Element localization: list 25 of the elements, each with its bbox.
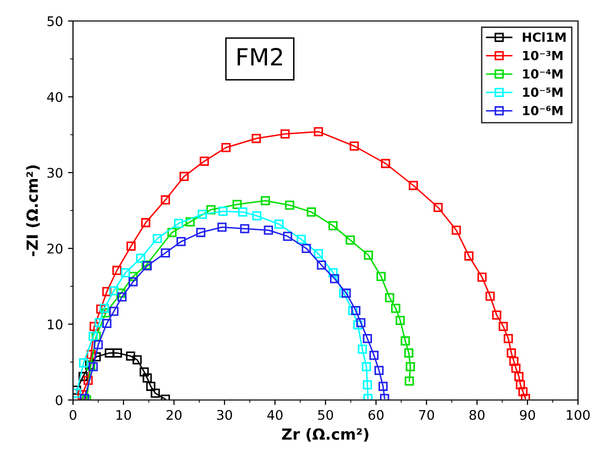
legend-label: 10⁻⁵M [523,88,562,97]
x-tick-label: 90 [520,410,536,420]
y-tick-label: 10 [48,319,62,330]
x-tick-label: 30 [217,410,232,420]
x-axis-title: Zr (Ω.cm²) [282,428,368,442]
x-tick-label: 80 [470,410,485,420]
y-tick-label: 50 [48,16,62,26]
y-tick-label: 0 [56,395,62,406]
x-tick-label: 10 [116,410,132,420]
x-tick-label: 70 [419,410,434,420]
text: FM2 [238,48,282,66]
y-tick-label: 40 [47,92,62,102]
x-tick-label: 40 [267,410,283,420]
y-axis-title: -ZI (Ω.cm²) [26,165,40,256]
x-tick-label: 60 [368,410,384,420]
legend-label: 10⁻⁴M [523,69,562,79]
x-tick-label: 0 [70,410,76,420]
legend-label: 10⁻⁶M [523,106,562,116]
x-tick-label: 50 [318,410,334,420]
y-tick-label: 30 [47,168,62,178]
legend-label: 10⁻³M [523,50,562,60]
x-tick-label: 100 [566,410,590,420]
y-tick-label: 20 [47,244,62,254]
legend-label: HCl1M [522,32,566,42]
x-tick-label: 20 [166,410,182,420]
